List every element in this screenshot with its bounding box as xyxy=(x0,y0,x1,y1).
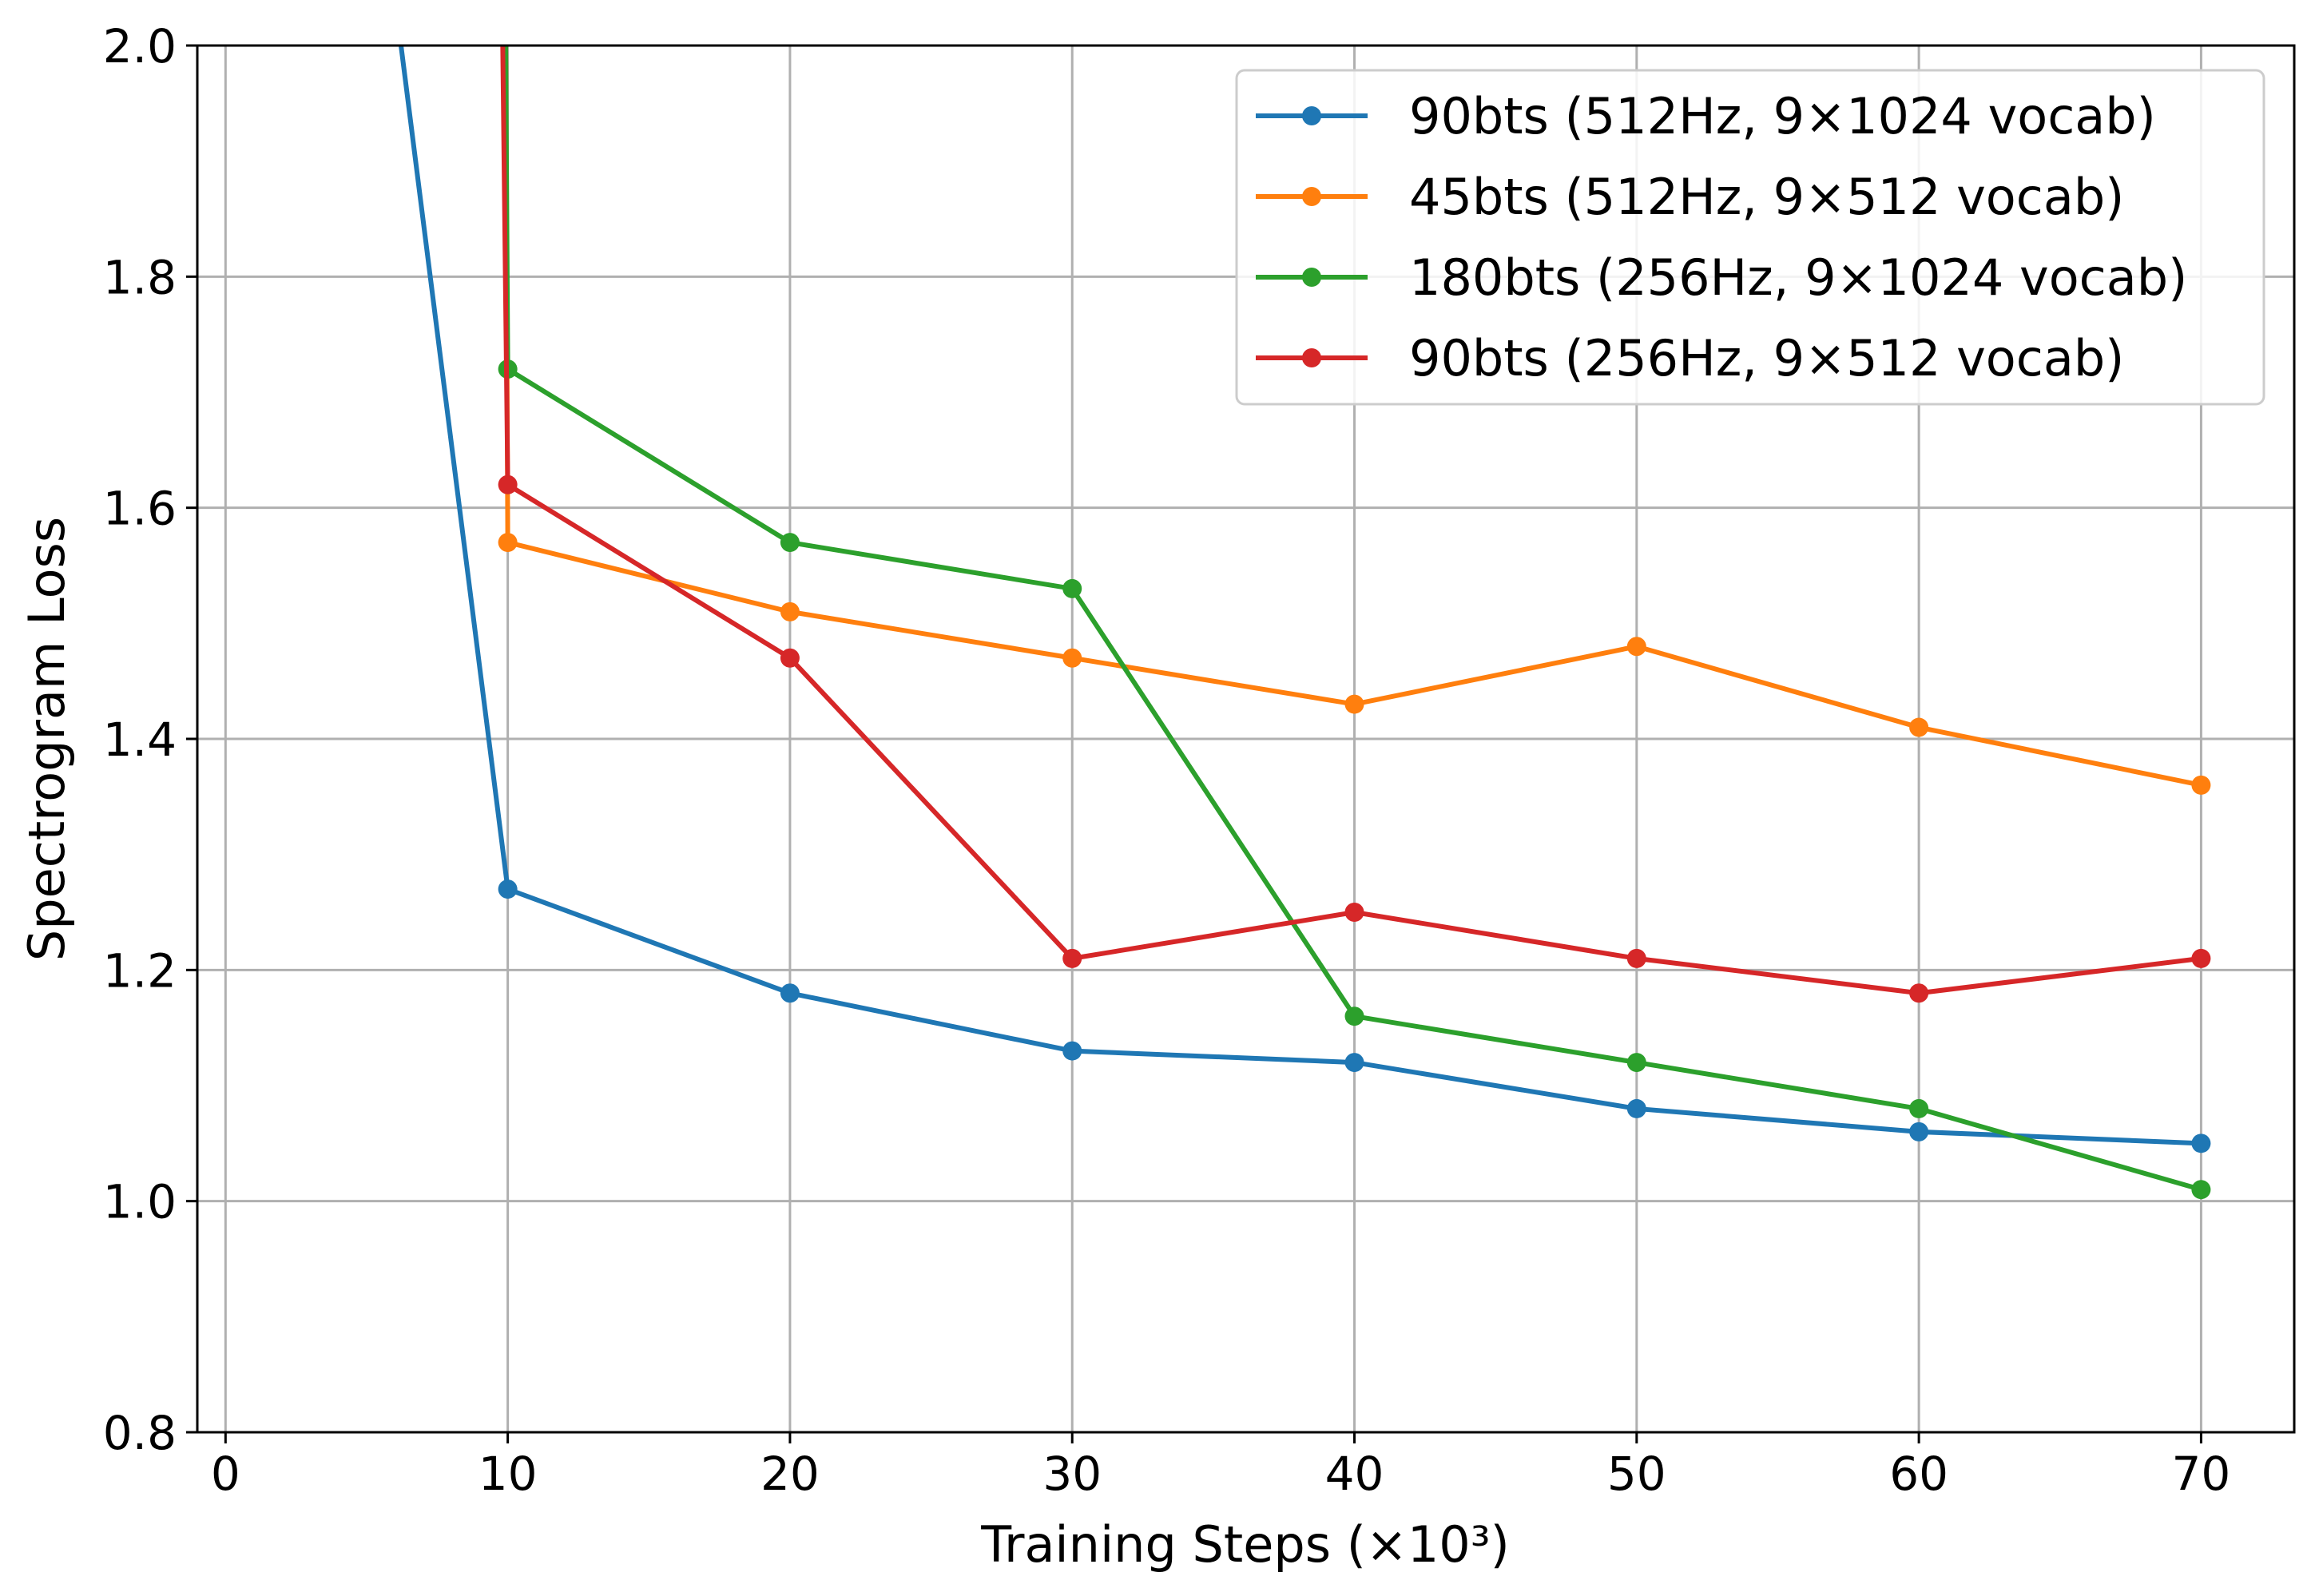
series-4 xyxy=(498,46,2211,1003)
y-tick-label: 1.4 xyxy=(103,713,177,767)
series-1 xyxy=(398,46,2211,1153)
data-point xyxy=(1344,694,1364,714)
x-tick-label: 50 xyxy=(1607,1447,1666,1501)
data-point xyxy=(1062,948,1082,968)
data-point xyxy=(1062,648,1082,668)
y-tick-label: 2.0 xyxy=(103,19,177,73)
y-tick-label: 1.0 xyxy=(103,1175,177,1229)
series-2 xyxy=(498,46,2211,795)
data-point xyxy=(780,601,800,621)
legend-swatch-marker xyxy=(1302,187,1321,206)
y-tick-label: 0.8 xyxy=(103,1406,177,1460)
x-tick-label: 0 xyxy=(211,1447,240,1501)
legend-item: 90bts (256Hz, 9×512 vocab) xyxy=(1256,329,2124,387)
data-point xyxy=(1344,1053,1364,1073)
legend-swatch-marker xyxy=(1302,348,1321,367)
data-point xyxy=(1344,903,1364,922)
data-point xyxy=(1909,1098,1929,1118)
data-point xyxy=(780,983,800,1003)
series-3 xyxy=(498,46,2211,1200)
y-tick-label: 1.8 xyxy=(103,250,177,304)
data-point xyxy=(1626,637,1646,657)
legend-label: 45bts (512Hz, 9×512 vocab) xyxy=(1409,168,2124,226)
legend-swatch-marker xyxy=(1302,106,1321,125)
x-tick-label: 60 xyxy=(1889,1447,1948,1501)
x-tick-label: 70 xyxy=(2172,1447,2231,1501)
series-line xyxy=(398,46,2204,1146)
data-point xyxy=(1909,1122,1929,1141)
x-tick-label: 20 xyxy=(760,1447,820,1501)
legend-item: 90bts (512Hz, 9×1024 vocab) xyxy=(1256,87,2156,145)
data-point xyxy=(1626,1098,1646,1118)
y-axis-title: Spectrogram Loss xyxy=(18,517,76,961)
data-point xyxy=(1626,1053,1646,1073)
legend-label: 180bts (256Hz, 9×1024 vocab) xyxy=(1409,248,2187,307)
data-point xyxy=(2191,948,2211,968)
legend-frame xyxy=(1235,69,2265,406)
y-tick-label: 1.6 xyxy=(103,482,177,536)
data-point xyxy=(1626,948,1646,968)
data-point xyxy=(1062,1041,1082,1061)
legend: 90bts (512Hz, 9×1024 vocab) 45bts (512Hz,… xyxy=(1235,69,2265,406)
series-line xyxy=(500,46,2204,996)
data-point xyxy=(780,648,800,668)
data-point xyxy=(1344,1006,1364,1026)
data-point xyxy=(498,474,518,494)
data-point xyxy=(1062,578,1082,598)
series-line xyxy=(503,46,2205,1193)
legend-label: 90bts (512Hz, 9×1024 vocab) xyxy=(1409,87,2156,145)
x-axis-title: Training Steps (×10³) xyxy=(980,1515,1510,1574)
data-point xyxy=(780,533,800,553)
y-tick-label: 1.2 xyxy=(103,943,177,998)
data-point xyxy=(2191,1180,2211,1200)
series-line xyxy=(503,46,2204,788)
data-point xyxy=(498,879,518,899)
x-tick-label: 30 xyxy=(1042,1447,1102,1501)
legend-item: 45bts (512Hz, 9×512 vocab) xyxy=(1256,168,2124,226)
data-point xyxy=(1909,717,1929,737)
legend-swatch-marker xyxy=(1302,268,1321,287)
data-point xyxy=(498,533,518,553)
legend-item: 180bts (256Hz, 9×1024 vocab) xyxy=(1256,248,2187,307)
data-point xyxy=(2191,775,2211,795)
series-group xyxy=(398,46,2211,1200)
x-tick-label: 40 xyxy=(1325,1447,1384,1501)
data-point xyxy=(1909,983,1929,1003)
legend-label: 90bts (256Hz, 9×512 vocab) xyxy=(1409,329,2124,387)
data-point xyxy=(2191,1133,2211,1153)
ticks: 0 10 20 30 40 50 60 70 0.8 1.0 1.2 1.4 1.6 1.8 2.0 xyxy=(103,19,2231,1501)
x-tick-label: 10 xyxy=(478,1447,538,1501)
